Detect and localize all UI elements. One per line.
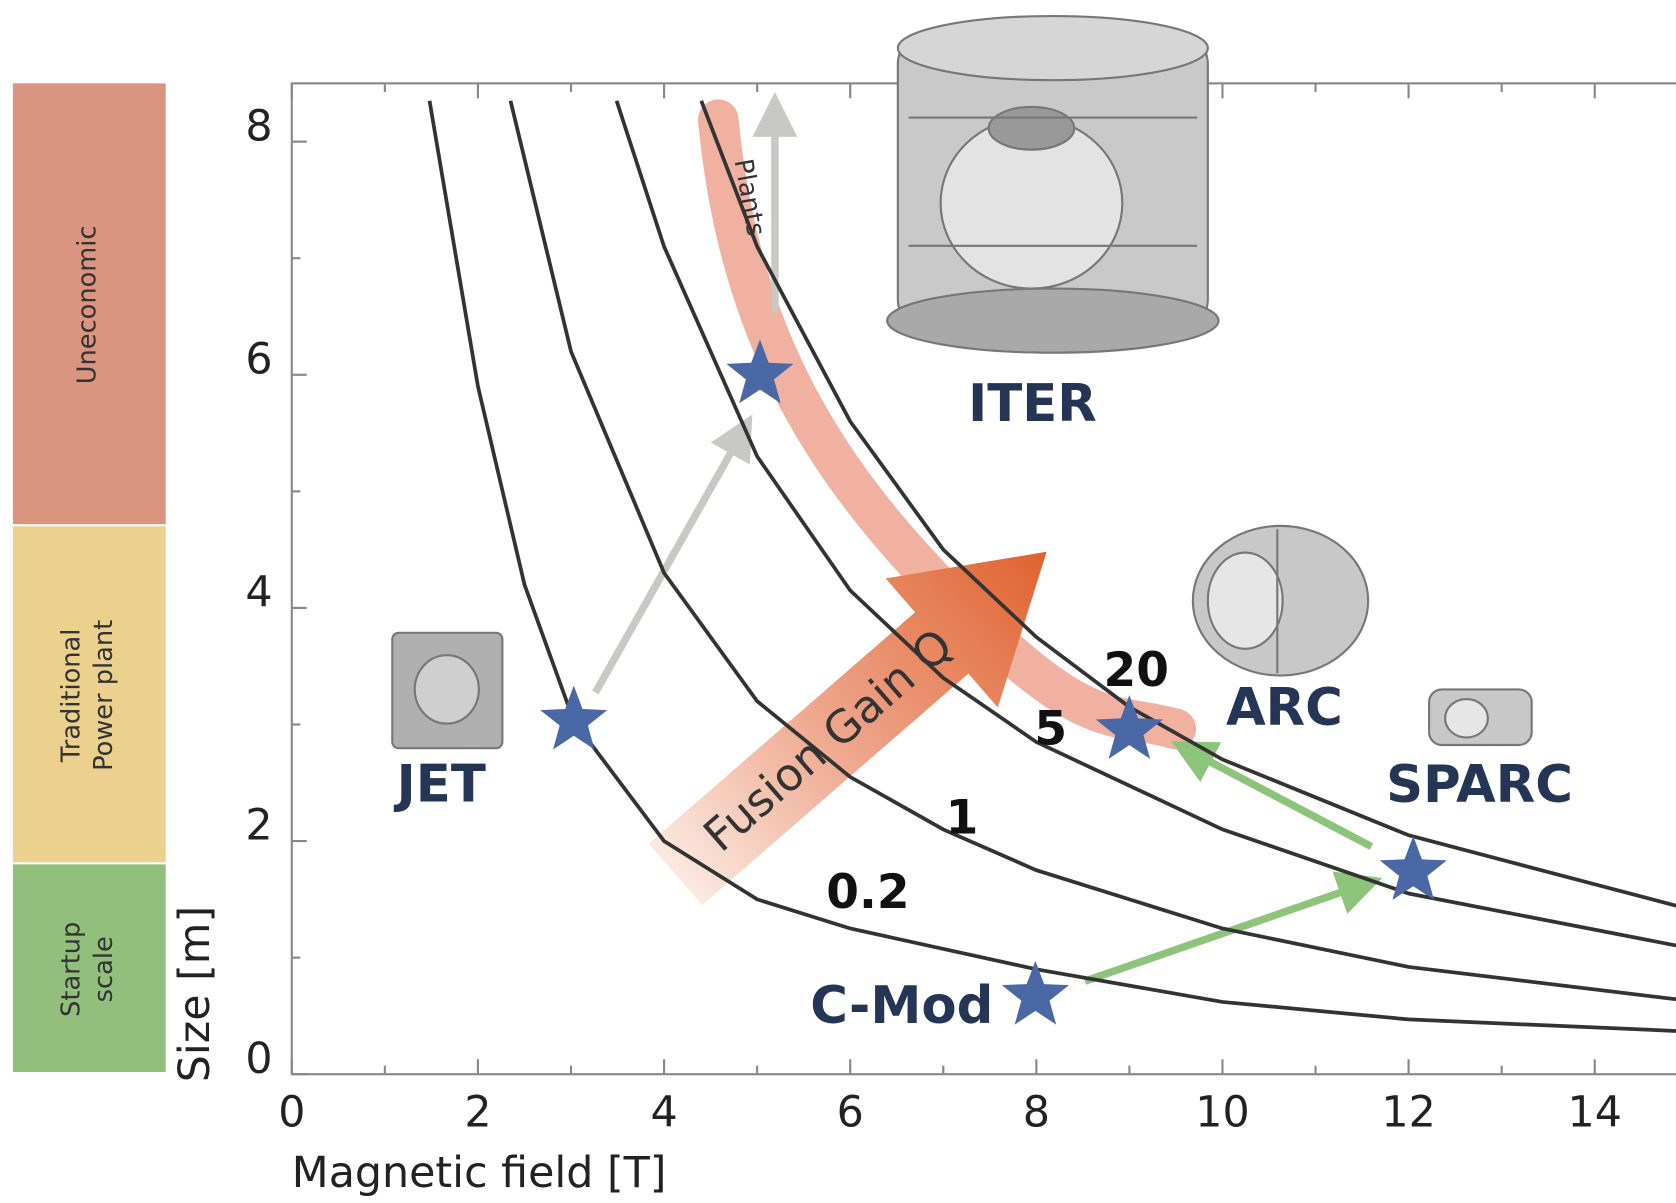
x-tick-label: 10: [1195, 1087, 1249, 1137]
tokamak-label: SPARC: [1386, 755, 1573, 815]
tokamak-label: C-Mod: [810, 976, 993, 1036]
chart: Uneconomic TraditionalPower plant Startups…: [0, 0, 1676, 1203]
sparc-illustration: [1429, 689, 1532, 745]
region-label: Traditional: [57, 629, 87, 764]
progress-arrow: [1184, 748, 1371, 846]
arc-illustration: [1193, 526, 1368, 676]
iter-illustration: [887, 16, 1218, 353]
tokamak-point: [540, 686, 607, 750]
tokamak-label: JET: [394, 754, 486, 814]
gain-label: Fusion Gain Q: [693, 618, 962, 862]
q-label: 0.2: [826, 865, 909, 920]
x-tick-label: 12: [1381, 1087, 1435, 1137]
q-label: 1: [946, 790, 979, 845]
tokamak-point: [1002, 961, 1069, 1025]
x-tick-label: 4: [650, 1087, 677, 1137]
x-tick-label: 2: [464, 1087, 491, 1137]
x-axis-label: Magnetic field [T]: [292, 1148, 667, 1198]
region-label: Uneconomic: [73, 225, 103, 384]
y-tick-label: 4: [245, 568, 272, 618]
y-tick-label: 6: [245, 334, 272, 384]
region-label: Power plant: [89, 620, 119, 771]
x-tick-label: 6: [837, 1087, 864, 1137]
q-label: 5: [1034, 702, 1067, 757]
region-label: Startup: [57, 922, 87, 1017]
x-tick-label: 8: [1023, 1087, 1050, 1137]
tokamak-label: ARC: [1226, 678, 1343, 738]
y-tick-label: 8: [245, 101, 272, 151]
jet-illustration: [392, 633, 502, 748]
y-axis-label: Size [m]: [170, 906, 220, 1082]
tokamak-label: ITER: [968, 374, 1097, 434]
region-label: scale: [89, 936, 119, 1002]
x-tick-label: 0: [278, 1087, 305, 1137]
q-label: 20: [1103, 643, 1168, 698]
tokamak-point: [1380, 836, 1447, 900]
x-tick-label: 14: [1568, 1087, 1622, 1137]
y-tick-label: 2: [245, 801, 272, 851]
y-tick-label: 0: [245, 1034, 272, 1084]
